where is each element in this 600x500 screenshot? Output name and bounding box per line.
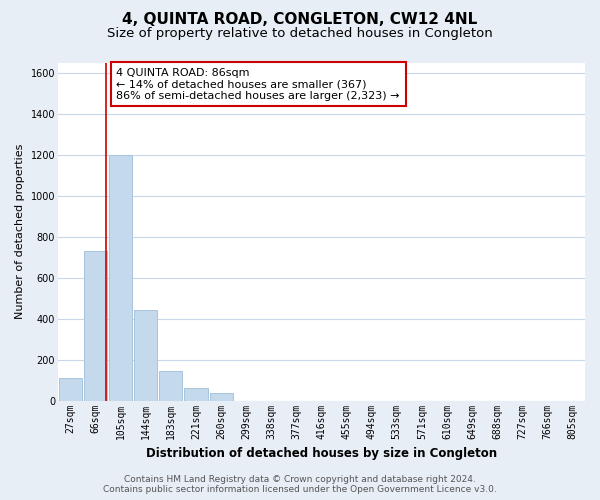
Bar [134, 310, 157, 400]
Bar [160, 371, 182, 400]
X-axis label: Distribution of detached houses by size in Congleton: Distribution of detached houses by size … [146, 447, 497, 460]
Text: Size of property relative to detached houses in Congleton: Size of property relative to detached ho… [107, 28, 493, 40]
Bar [184, 388, 208, 400]
Y-axis label: Number of detached properties: Number of detached properties [15, 144, 25, 320]
Bar [109, 154, 132, 400]
Bar [59, 378, 82, 400]
Text: 4 QUINTA ROAD: 86sqm
← 14% of detached houses are smaller (367)
86% of semi-deta: 4 QUINTA ROAD: 86sqm ← 14% of detached h… [116, 68, 400, 101]
Bar [84, 251, 107, 400]
Text: Contains HM Land Registry data © Crown copyright and database right 2024.
Contai: Contains HM Land Registry data © Crown c… [103, 474, 497, 494]
Bar [209, 394, 233, 400]
Text: 4, QUINTA ROAD, CONGLETON, CW12 4NL: 4, QUINTA ROAD, CONGLETON, CW12 4NL [122, 12, 478, 28]
